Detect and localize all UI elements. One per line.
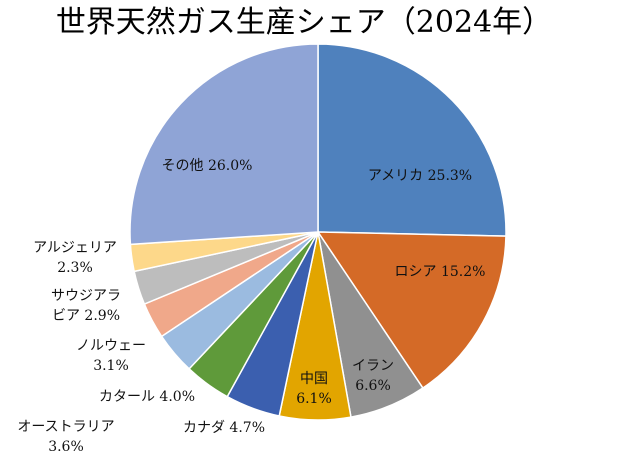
slice-label-5: カナダ 4.7% [183, 420, 265, 436]
pie-slice-1 [317, 43, 507, 237]
pie-slices [129, 43, 507, 421]
slice-label-1: アメリカ 25.3% [368, 168, 472, 184]
pie-slice-2 [316, 231, 507, 390]
slice-label-11: その他 26.0% [162, 158, 253, 174]
slice-label-8: ノルウェー 3.1% [76, 338, 146, 374]
chart-title: 世界天然ガス生産シェア（2024年） [56, 5, 552, 40]
pie-labels: アメリカ 25.3% ロシア 15.2% イラン 6.6% 中国 6.1% カナダ 4.7%… [17, 158, 485, 455]
slice-label-10: アルジェリア 2.3% [33, 240, 117, 276]
slice-label-7: オーストラリア 3.6% [17, 419, 114, 455]
slice-label-2: ロシア 15.2% [395, 264, 486, 280]
slice-label-4: 中国 6.1% [296, 371, 332, 407]
slice-label-6: カタール 4.0% [99, 389, 195, 405]
pie-slice-11 [129, 43, 319, 246]
slice-label-9: サウジアラビア 2.9% [51, 288, 121, 324]
slice-label-3: イラン 6.6% [352, 358, 394, 394]
